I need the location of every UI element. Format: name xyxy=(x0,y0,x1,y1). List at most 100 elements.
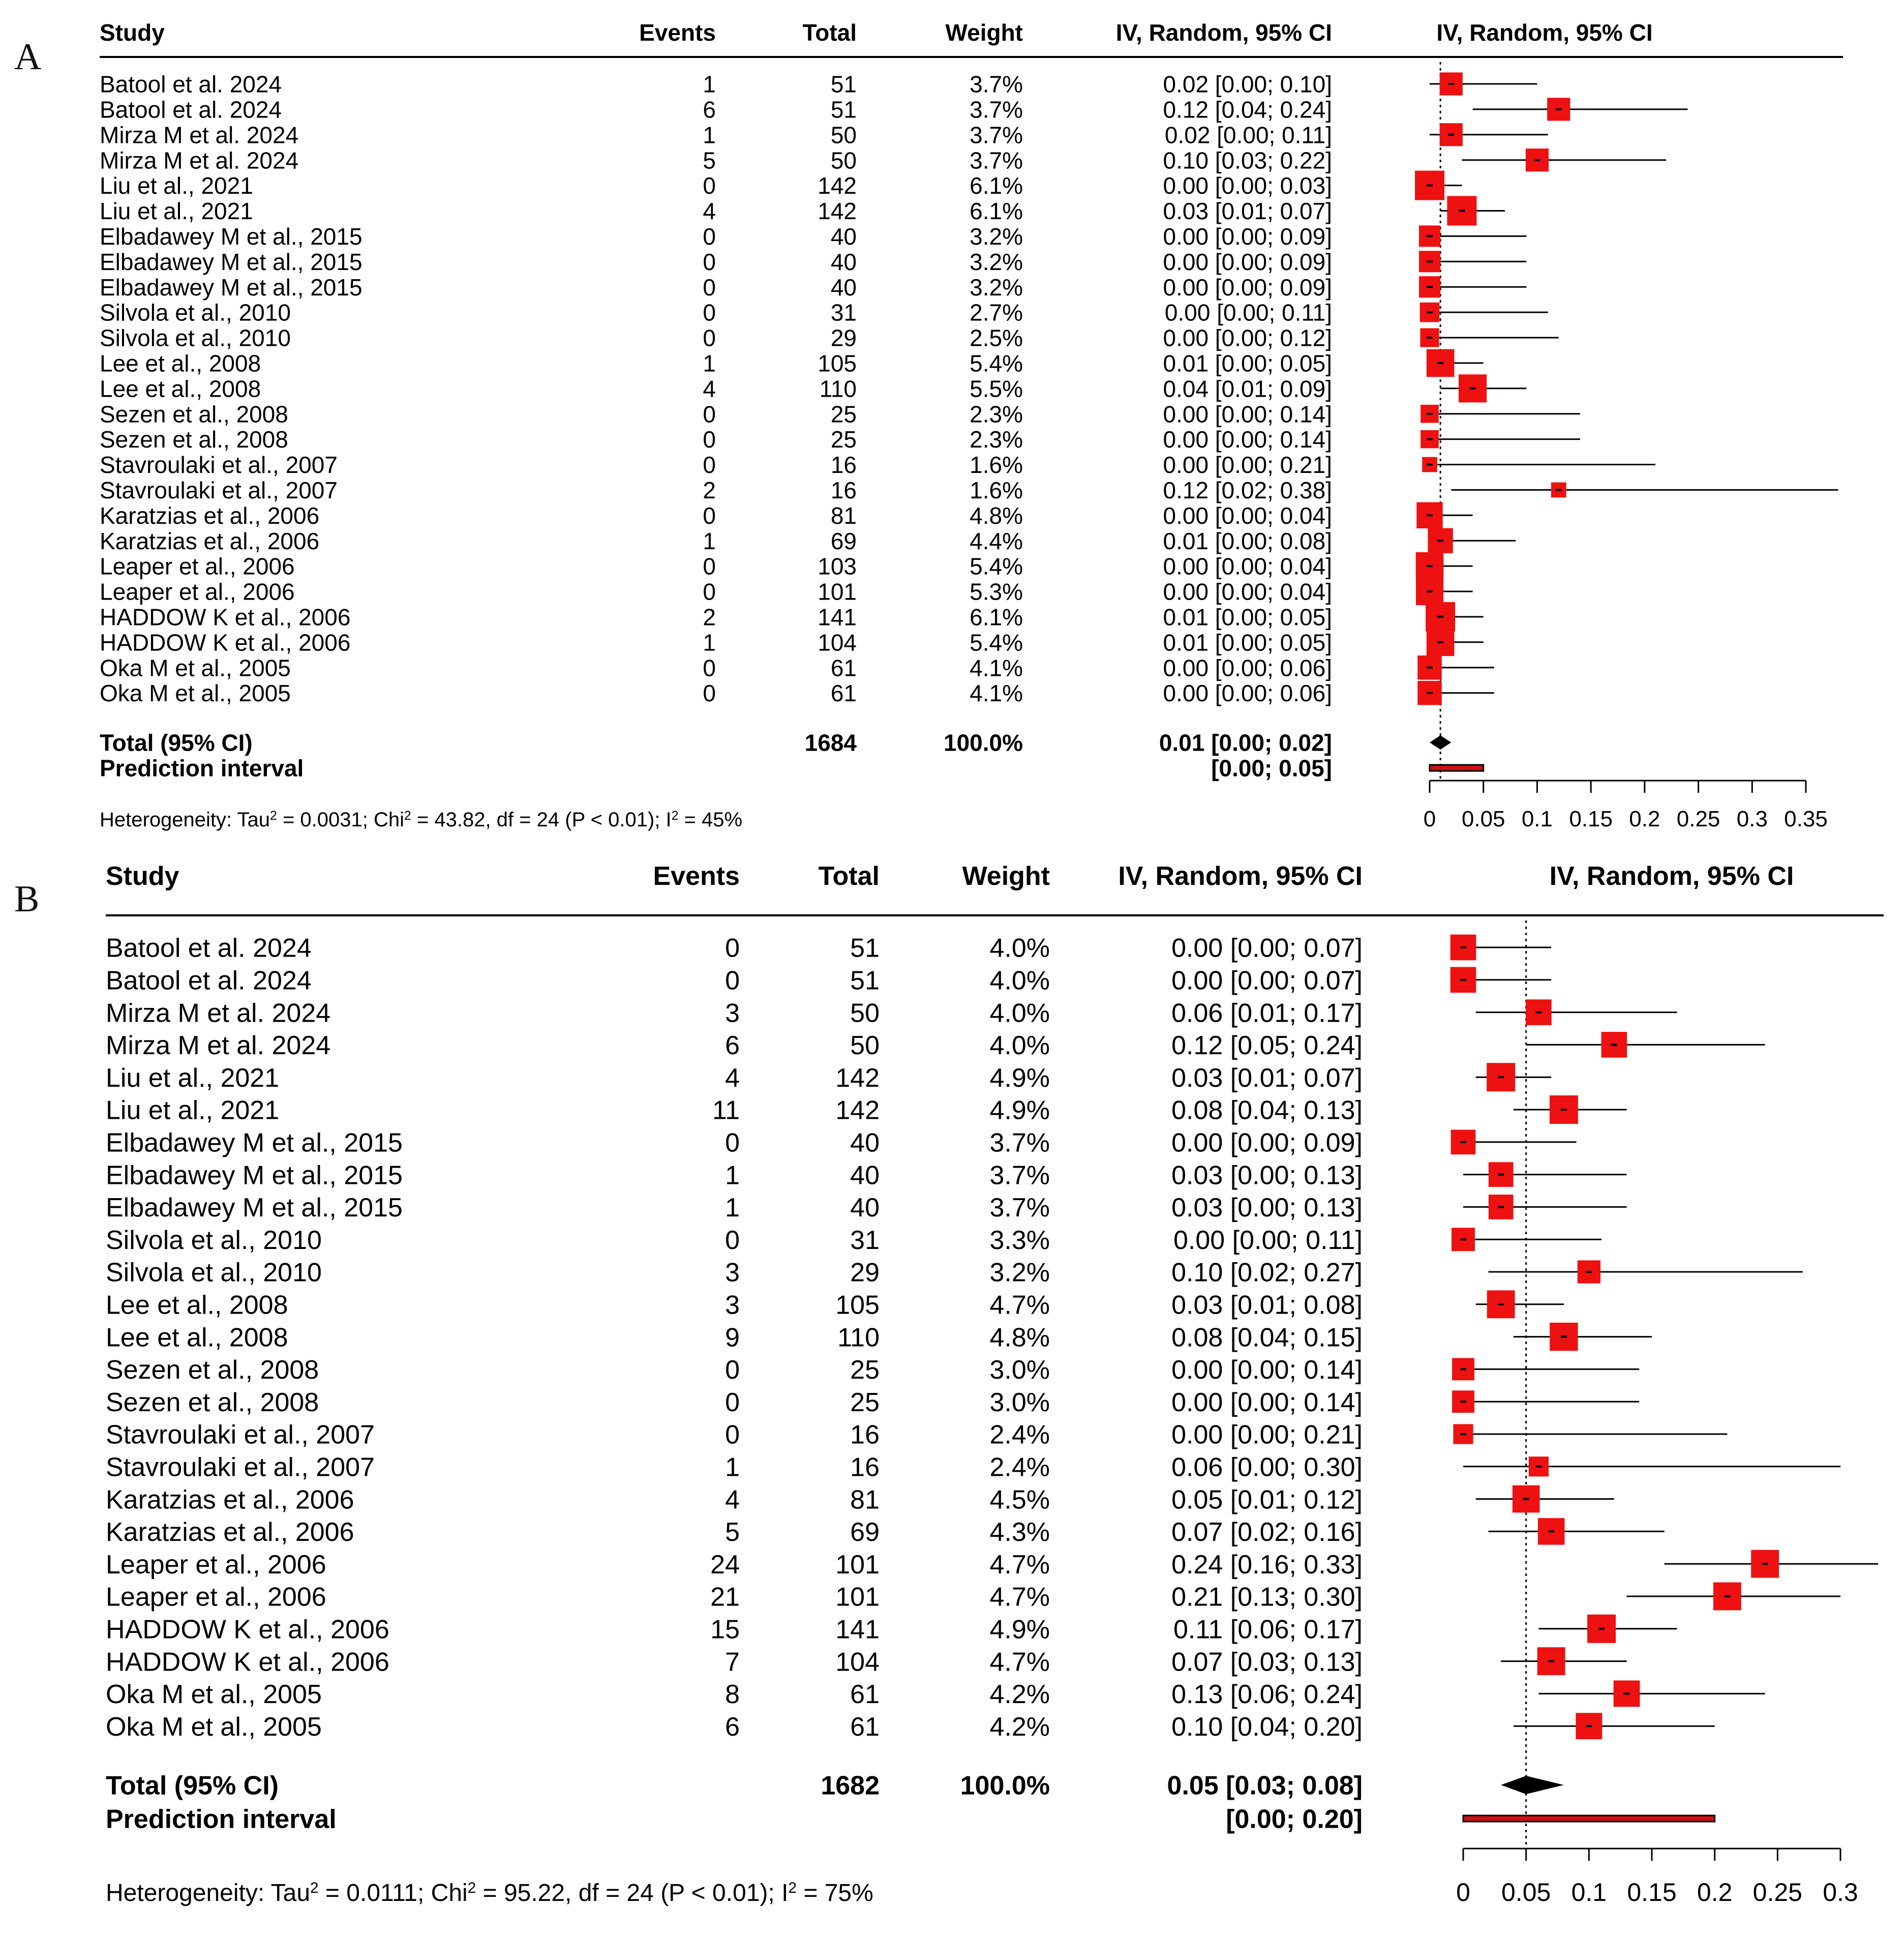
study-label: Silvola et al., 2010 xyxy=(100,300,291,326)
study-label: Stavroulaki et al., 2007 xyxy=(100,452,338,478)
events-value: 2 xyxy=(703,604,716,630)
total-value: 40 xyxy=(850,1128,880,1158)
superscript-2: 2 xyxy=(310,1880,319,1896)
heterogeneity-part: = 0.0111; Chi xyxy=(319,1880,468,1907)
heterogeneity-part: = 95.22, df = 24 (P < 0.01); I xyxy=(476,1880,788,1907)
study-label: Batool et al. 2024 xyxy=(100,71,282,98)
events-value: 0 xyxy=(725,1226,740,1255)
heterogeneity-part: = 0.0031; Chi xyxy=(277,809,404,831)
forest-plot-b: B Study Events Total Weight IV, Random, 95% … xyxy=(0,844,1904,1932)
study-label: Elbadawey M et al., 2015 xyxy=(100,274,362,301)
total-value: 29 xyxy=(831,325,857,351)
ci-value: 0.07 [0.02; 0.16] xyxy=(1171,1517,1363,1547)
study-label: Leaper et al., 2006 xyxy=(100,553,295,580)
header-total: Total xyxy=(819,861,880,891)
x-tick-label: 0.15 xyxy=(1569,807,1613,831)
heterogeneity-part: = 45% xyxy=(678,809,742,831)
events-value: 6 xyxy=(703,96,716,123)
ci-value: 0.03 [0.01; 0.07] xyxy=(1163,198,1333,224)
total-value: 31 xyxy=(831,300,857,326)
study-label: Elbadawey M et al., 2015 xyxy=(106,1193,403,1223)
total-value: 40 xyxy=(831,223,857,250)
study-label: Sezen et al., 2008 xyxy=(106,1355,319,1385)
study-label: HADDOW K et al., 2006 xyxy=(106,1647,389,1677)
ci-value: 0.00 [0.00; 0.12] xyxy=(1163,325,1333,351)
events-value: 0 xyxy=(703,426,716,453)
total-value: 81 xyxy=(831,502,857,529)
total-value: 81 xyxy=(850,1485,880,1514)
weight-value: 4.1% xyxy=(970,654,1023,681)
weight-value: 4.9% xyxy=(989,1615,1050,1645)
events-value: 5 xyxy=(725,1517,740,1547)
study-label: Sezen et al., 2008 xyxy=(100,426,288,453)
total-value: 50 xyxy=(850,1031,880,1060)
ci-value: 0.12 [0.02; 0.38] xyxy=(1163,477,1333,503)
events-value: 0 xyxy=(703,172,716,199)
weight-value: 4.8% xyxy=(970,502,1023,529)
x-tick-label: 0.3 xyxy=(1823,1878,1858,1907)
events-value: 24 xyxy=(710,1550,740,1580)
events-value: 0 xyxy=(703,502,716,529)
x-tick-label: 0 xyxy=(1456,1878,1470,1907)
weight-value: 5.4% xyxy=(970,553,1023,580)
events-value: 0 xyxy=(703,452,716,478)
events-value: 0 xyxy=(703,654,716,681)
events-value: 8 xyxy=(725,1680,740,1709)
panel-label-b: B xyxy=(14,878,40,920)
total-n: 1684 xyxy=(805,730,857,756)
total-value: 40 xyxy=(831,274,857,301)
weight-value: 4.5% xyxy=(989,1485,1050,1514)
ci-value: 0.24 [0.16; 0.33] xyxy=(1171,1550,1363,1580)
events-value: 0 xyxy=(703,680,716,706)
weight-value: 4.4% xyxy=(970,528,1023,554)
events-value: 0 xyxy=(703,553,716,580)
study-label: Mirza M et al. 2024 xyxy=(106,1031,330,1060)
prediction-ci: [0.00; 0.05] xyxy=(1211,755,1332,782)
total-value: 104 xyxy=(818,629,857,656)
x-tick-label: 0.1 xyxy=(1571,1878,1607,1907)
events-value: 2 xyxy=(703,477,716,503)
weight-value: 2.5% xyxy=(970,325,1023,351)
header-study: Study xyxy=(100,19,165,46)
prediction-interval-bar xyxy=(1429,764,1485,772)
events-value: 3 xyxy=(725,998,740,1028)
total-value: 105 xyxy=(835,1291,880,1320)
events-value: 1 xyxy=(725,1193,740,1223)
ci-value: 0.01 [0.00; 0.05] xyxy=(1163,629,1333,656)
events-value: 15 xyxy=(710,1615,740,1645)
weight-value: 4.7% xyxy=(989,1291,1050,1320)
ci-value: 0.04 [0.01; 0.09] xyxy=(1163,375,1333,402)
weight-value: 3.7% xyxy=(970,147,1023,173)
weight-value: 3.2% xyxy=(970,249,1023,275)
total-value: 142 xyxy=(818,172,857,199)
ci-value: 0.06 [0.00; 0.30] xyxy=(1171,1453,1363,1482)
total-value: 25 xyxy=(831,401,857,427)
weight-value: 5.3% xyxy=(970,579,1023,605)
heterogeneity-text: Heterogeneity: Tau2 = 0.0031; Chi2 = 43.… xyxy=(100,809,742,831)
study-label: Batool et al. 2024 xyxy=(100,96,282,123)
weight-value: 3.0% xyxy=(989,1388,1050,1417)
total-value: 61 xyxy=(850,1712,880,1742)
events-value: 0 xyxy=(703,401,716,427)
weight-value: 4.0% xyxy=(989,934,1050,963)
weight-value: 4.7% xyxy=(989,1550,1050,1580)
total-value: 51 xyxy=(831,71,857,98)
total-label: Total (95% CI) xyxy=(106,1771,279,1801)
total-value: 50 xyxy=(850,998,880,1028)
ci-value: 0.12 [0.05; 0.24] xyxy=(1171,1031,1363,1060)
weight-value: 6.1% xyxy=(970,604,1023,630)
study-label: Lee et al., 2008 xyxy=(100,375,261,402)
heterogeneity-part: = 43.82, df = 24 (P < 0.01); I xyxy=(411,809,672,831)
total-value: 51 xyxy=(831,96,857,123)
ci-value: 0.00 [0.00; 0.04] xyxy=(1163,502,1333,529)
x-tick-label: 0 xyxy=(1424,807,1436,831)
ci-value: 0.00 [0.00; 0.06] xyxy=(1163,654,1333,681)
total-value: 103 xyxy=(818,553,857,580)
total-weight: 100.0% xyxy=(944,730,1023,756)
ci-value: 0.00 [0.00; 0.07] xyxy=(1171,934,1363,963)
total-value: 142 xyxy=(835,1096,880,1125)
events-value: 4 xyxy=(725,1063,740,1093)
events-value: 0 xyxy=(703,300,716,326)
x-tick-label: 0.3 xyxy=(1737,807,1768,831)
ci-value: 0.03 [0.01; 0.07] xyxy=(1171,1063,1363,1093)
